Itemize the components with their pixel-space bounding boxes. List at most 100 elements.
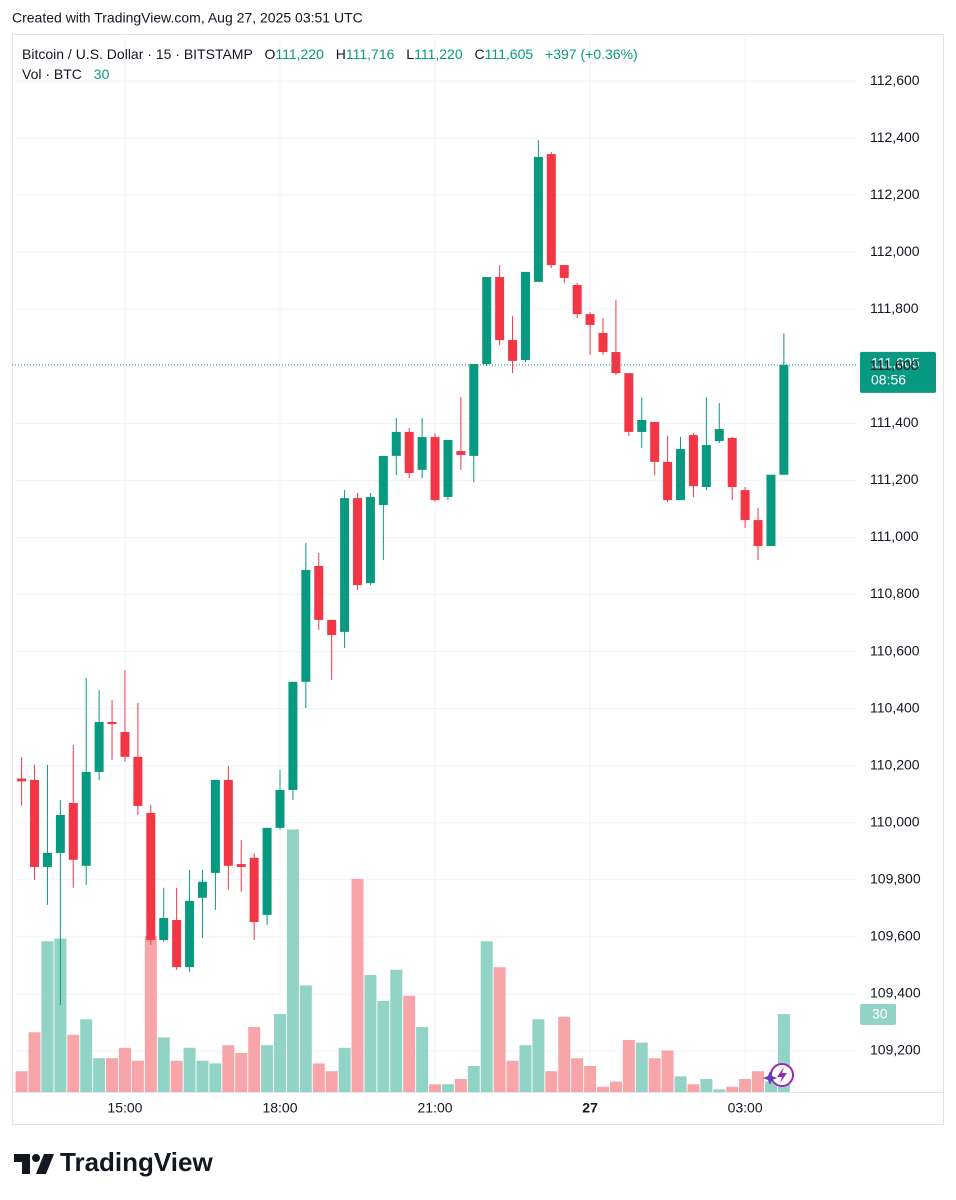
candle-body [559, 265, 569, 278]
y-tick-label: 112,000 [870, 243, 920, 259]
y-tick-label: 109,800 [870, 870, 921, 886]
candle-body [146, 813, 156, 940]
chart-frame [12, 34, 944, 1125]
candle-body [275, 789, 285, 828]
candle-body [353, 498, 363, 586]
candle-body [172, 919, 182, 968]
candle-body [340, 498, 350, 632]
candle-body [701, 445, 711, 487]
volume-bar [648, 1058, 661, 1092]
volume-bar [480, 941, 493, 1092]
volume-bar [416, 1027, 429, 1092]
candle-body [236, 864, 246, 867]
volume-bar [597, 1086, 609, 1092]
y-tick-label: 110,600 [870, 642, 920, 658]
candle-body [779, 364, 789, 475]
candle-body [417, 437, 427, 470]
volume-bar [15, 1071, 28, 1092]
candle-body [327, 619, 337, 636]
created-note: Created with TradingView.com, Aug 27, 20… [12, 10, 363, 26]
candle-body [262, 827, 272, 915]
volume-bar [183, 1047, 196, 1092]
candle-body [17, 778, 27, 782]
volume-tag-label: 30 [872, 1006, 888, 1022]
countdown-label: 08:56 [871, 372, 906, 388]
volume-bar [144, 936, 157, 1092]
volume-bar [41, 941, 54, 1092]
volume-bar [351, 878, 364, 1092]
footer-brand: TradingView [60, 1147, 213, 1177]
candle-body [159, 917, 169, 940]
volume-bar [131, 1060, 144, 1092]
candle-body [42, 852, 52, 867]
candle-body [81, 771, 91, 866]
ohlc-value: 111,220 [275, 46, 324, 62]
x-tick-label: 21:00 [418, 1100, 453, 1116]
last-price-label: 111,605 [871, 355, 920, 371]
volume-bar [93, 1058, 106, 1092]
volume-bar [429, 1084, 442, 1092]
volume-bar [403, 995, 416, 1092]
volume-bar [390, 969, 403, 1092]
volume-bar [222, 1045, 235, 1092]
volume-bar [584, 1066, 597, 1092]
volume-bar [299, 985, 312, 1092]
candle-body [430, 437, 440, 501]
tradingview-logo [14, 1154, 54, 1174]
y-tick-label: 110,800 [870, 585, 920, 601]
candle-body [650, 421, 660, 462]
candle-body [210, 779, 220, 873]
volume-bar [739, 1079, 752, 1092]
y-tick-label: 111,400 [870, 414, 919, 430]
candle-body [495, 277, 505, 341]
volume-bar [54, 938, 67, 1092]
candle-body [572, 285, 582, 315]
candle-body [249, 857, 259, 922]
candle-body [288, 681, 298, 790]
volume-bar [261, 1045, 274, 1092]
candle-body [55, 815, 65, 853]
volume-bar [674, 1076, 687, 1092]
candle-body [508, 340, 518, 361]
volume-bar [118, 1047, 131, 1092]
ohlc-label: L [406, 46, 415, 62]
candle-body [585, 314, 595, 325]
volume-bar [80, 1019, 93, 1092]
candle-body [314, 565, 324, 620]
volume-tag [860, 1004, 896, 1026]
ohlc-value: 111,220 [414, 46, 463, 62]
candle-body [611, 352, 621, 374]
candle-body [598, 332, 608, 353]
candle-body [753, 520, 763, 547]
volume-bar [454, 1079, 467, 1092]
x-tick-label: 15:00 [107, 1100, 142, 1116]
volume-bar [635, 1042, 648, 1092]
candle-body [520, 271, 530, 361]
volume-bar [377, 1001, 390, 1092]
ohlc-label: O [264, 46, 276, 62]
candle-body [766, 474, 776, 547]
y-tick-label: 110,400 [870, 699, 920, 715]
volume-bar [506, 1060, 519, 1092]
volume-bar [700, 1079, 713, 1092]
y-tick-label: 112,200 [870, 186, 920, 202]
x-tick-label: 18:00 [262, 1100, 297, 1116]
candle-body [740, 490, 750, 521]
candle-body [469, 364, 479, 456]
candle-body [714, 429, 724, 442]
candle-body [688, 435, 698, 487]
volume-bar [764, 1081, 777, 1092]
volume-bar [726, 1086, 739, 1092]
volume-value: 30 [93, 66, 110, 82]
x-tick-label: 03:00 [728, 1100, 763, 1116]
volume-bar [713, 1089, 726, 1092]
volume-bar [170, 1060, 183, 1092]
symbol-title: Bitcoin / U.S. Dollar · 15 · BITSTAMP [22, 46, 253, 62]
ohlc-label: H [335, 46, 346, 62]
candle-body [133, 756, 143, 806]
change-value: +397 [545, 46, 577, 62]
volume-bar [325, 1071, 338, 1092]
ohlc-label: C [474, 46, 485, 62]
volume-bar [661, 1050, 674, 1092]
candle-body [197, 881, 207, 898]
